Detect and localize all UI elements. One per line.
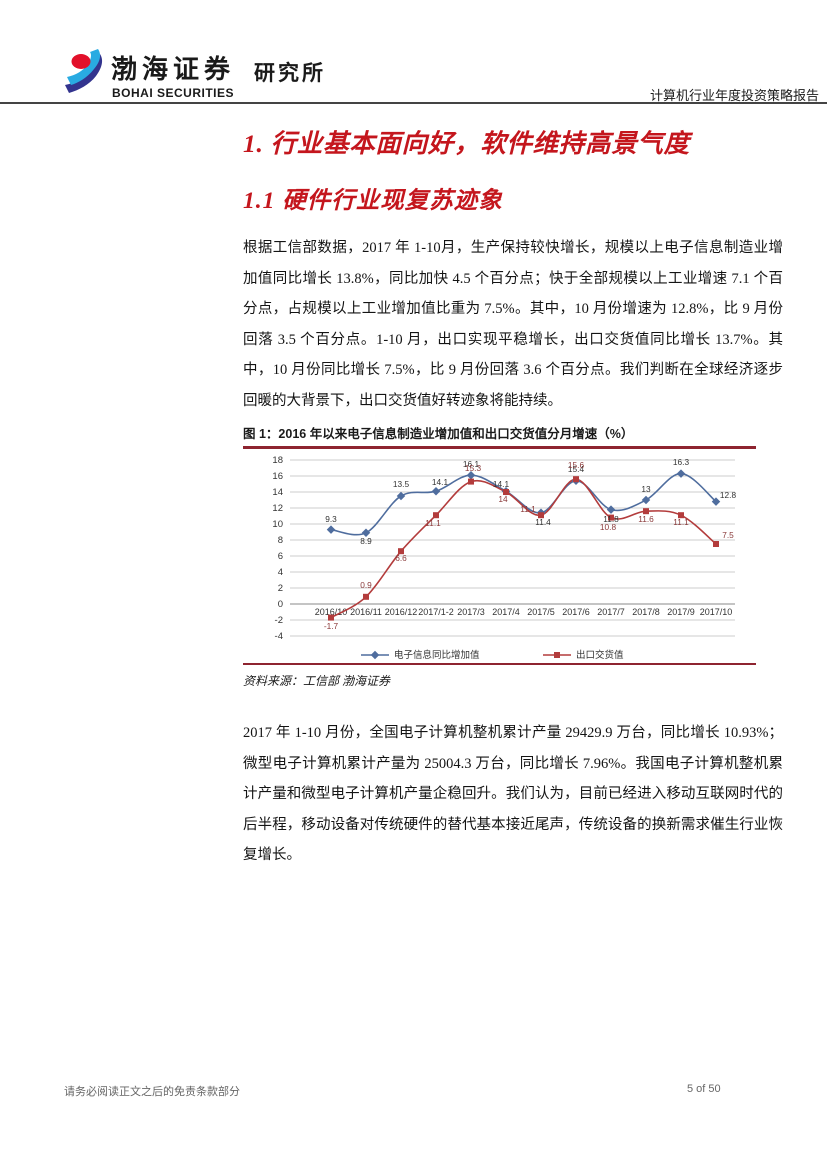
svg-text:4: 4 (278, 567, 283, 578)
svg-text:10.8: 10.8 (600, 522, 617, 532)
svg-text:6.6: 6.6 (395, 553, 407, 563)
svg-text:11.1: 11.1 (673, 517, 689, 527)
svg-text:-4: -4 (275, 631, 283, 642)
svg-text:11.4: 11.4 (535, 517, 551, 527)
svg-text:13.5: 13.5 (393, 479, 410, 489)
svg-text:15.3: 15.3 (465, 463, 482, 473)
svg-text:2016/12: 2016/12 (385, 607, 418, 617)
svg-text:2: 2 (278, 583, 283, 594)
svg-text:16.3: 16.3 (673, 457, 690, 467)
svg-text:2017/9: 2017/9 (667, 607, 695, 617)
svg-text:0: 0 (278, 599, 283, 610)
svg-text:12.8: 12.8 (720, 490, 737, 500)
svg-text:出口交货值: 出口交货值 (576, 649, 624, 661)
svg-text:14: 14 (272, 487, 283, 498)
svg-text:2017/10: 2017/10 (700, 607, 733, 617)
svg-text:2017/3: 2017/3 (457, 607, 485, 617)
svg-text:18: 18 (272, 455, 283, 466)
svg-text:15.6: 15.6 (568, 460, 585, 470)
svg-text:11.1: 11.1 (425, 518, 441, 528)
svg-text:2017/8: 2017/8 (632, 607, 660, 617)
svg-text:10: 10 (272, 519, 283, 530)
svg-text:-2: -2 (275, 615, 283, 626)
svg-text:12: 12 (272, 503, 283, 514)
svg-text:2017/5: 2017/5 (527, 607, 555, 617)
svg-text:13: 13 (641, 484, 651, 494)
svg-text:11.1: 11.1 (520, 504, 536, 514)
svg-text:2016/11: 2016/11 (350, 607, 382, 617)
svg-text:8: 8 (278, 535, 283, 546)
svg-text:7.5: 7.5 (722, 530, 734, 540)
svg-text:0.9: 0.9 (360, 580, 372, 590)
svg-text:11.6: 11.6 (638, 514, 654, 524)
svg-text:2017/4: 2017/4 (492, 607, 520, 617)
svg-text:2017/6: 2017/6 (562, 607, 590, 617)
svg-text:2017/7: 2017/7 (597, 607, 625, 617)
svg-text:电子信息同比增加值: 电子信息同比增加值 (394, 649, 480, 661)
svg-text:8.9: 8.9 (360, 536, 372, 546)
svg-text:-1.7: -1.7 (324, 621, 339, 631)
svg-text:16: 16 (272, 471, 283, 482)
svg-text:2017/1-2: 2017/1-2 (418, 607, 454, 617)
svg-text:14: 14 (498, 494, 508, 504)
svg-text:14.1: 14.1 (493, 479, 510, 489)
svg-text:14.1: 14.1 (432, 477, 449, 487)
svg-text:9.3: 9.3 (325, 514, 337, 524)
svg-text:6: 6 (278, 551, 283, 562)
